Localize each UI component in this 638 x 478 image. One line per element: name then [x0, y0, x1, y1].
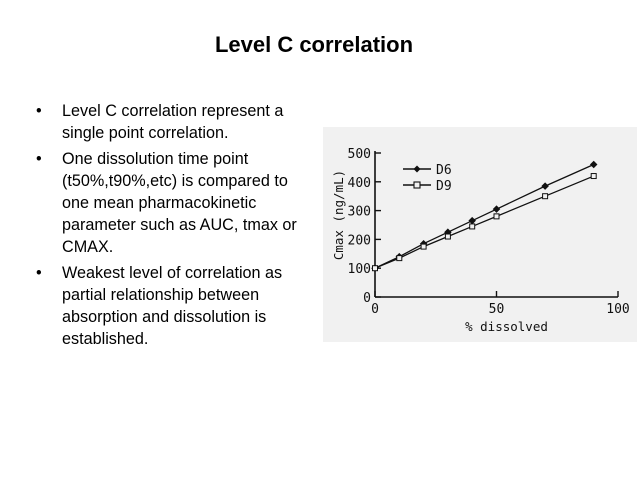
bullet-dot: • [36, 102, 42, 120]
series-line-d9 [374, 175, 594, 269]
y-tick-label: 300 [348, 205, 371, 220]
bullet-dot: • [36, 150, 42, 168]
x-axis-title: % dissolved [465, 319, 548, 334]
data-point-d9 [372, 265, 378, 272]
x-tick-label: 100 [606, 302, 629, 317]
data-point-d6 [468, 216, 476, 225]
chart-figure: 0 100 200 300 400 500 0 50 100 % dissolved Cmax (n… [323, 127, 637, 342]
y-tick-label: 200 [348, 233, 371, 248]
correlation-chart: 0 100 200 300 400 500 0 50 100 % dissolved Cmax (n… [331, 147, 630, 334]
data-point-d6 [541, 182, 549, 190]
x-tick-label: 50 [489, 302, 505, 317]
data-point-d6 [492, 205, 501, 213]
slide-title: Level C correlation [214, 32, 414, 57]
legend-marker-d9 [413, 181, 421, 189]
y-axis-title: Cmax (ng/mL) [331, 170, 346, 260]
bullet-item: • One dissolution time point (t50%,t90%,… [36, 148, 316, 258]
legend-marker-d6 [413, 165, 421, 173]
y-tick-label: 100 [348, 262, 371, 277]
bullet-text: One dissolution time point (t50%,t90%,et… [62, 150, 297, 256]
data-point-d9 [420, 243, 427, 250]
y-tick-label: 400 [348, 176, 371, 191]
y-tick-label: 0 [363, 291, 371, 306]
bullet-text: Weakest level of correlation as partial … [62, 264, 283, 348]
data-point-d6 [589, 160, 598, 169]
bullet-item: • Level C correlation represent a single… [36, 100, 316, 144]
data-point-d9 [542, 193, 549, 200]
data-point-d9 [469, 223, 476, 230]
bullet-dot: • [36, 264, 42, 282]
series-line-d6 [374, 163, 594, 269]
legend-label: D6 [436, 163, 452, 178]
y-tick-label: 500 [348, 147, 371, 162]
bullet-text: Level C correlation represent a single p… [62, 102, 284, 142]
data-point-d9 [396, 255, 403, 262]
data-point-d9 [590, 173, 597, 180]
data-point-d9 [444, 233, 451, 240]
bullet-item: • Weakest level of correlation as partia… [36, 262, 316, 350]
legend-label: D9 [436, 179, 452, 194]
x-tick-label: 0 [371, 302, 379, 317]
data-point-d9 [493, 213, 500, 220]
bullet-list: • Level C correlation represent a single… [36, 100, 316, 354]
